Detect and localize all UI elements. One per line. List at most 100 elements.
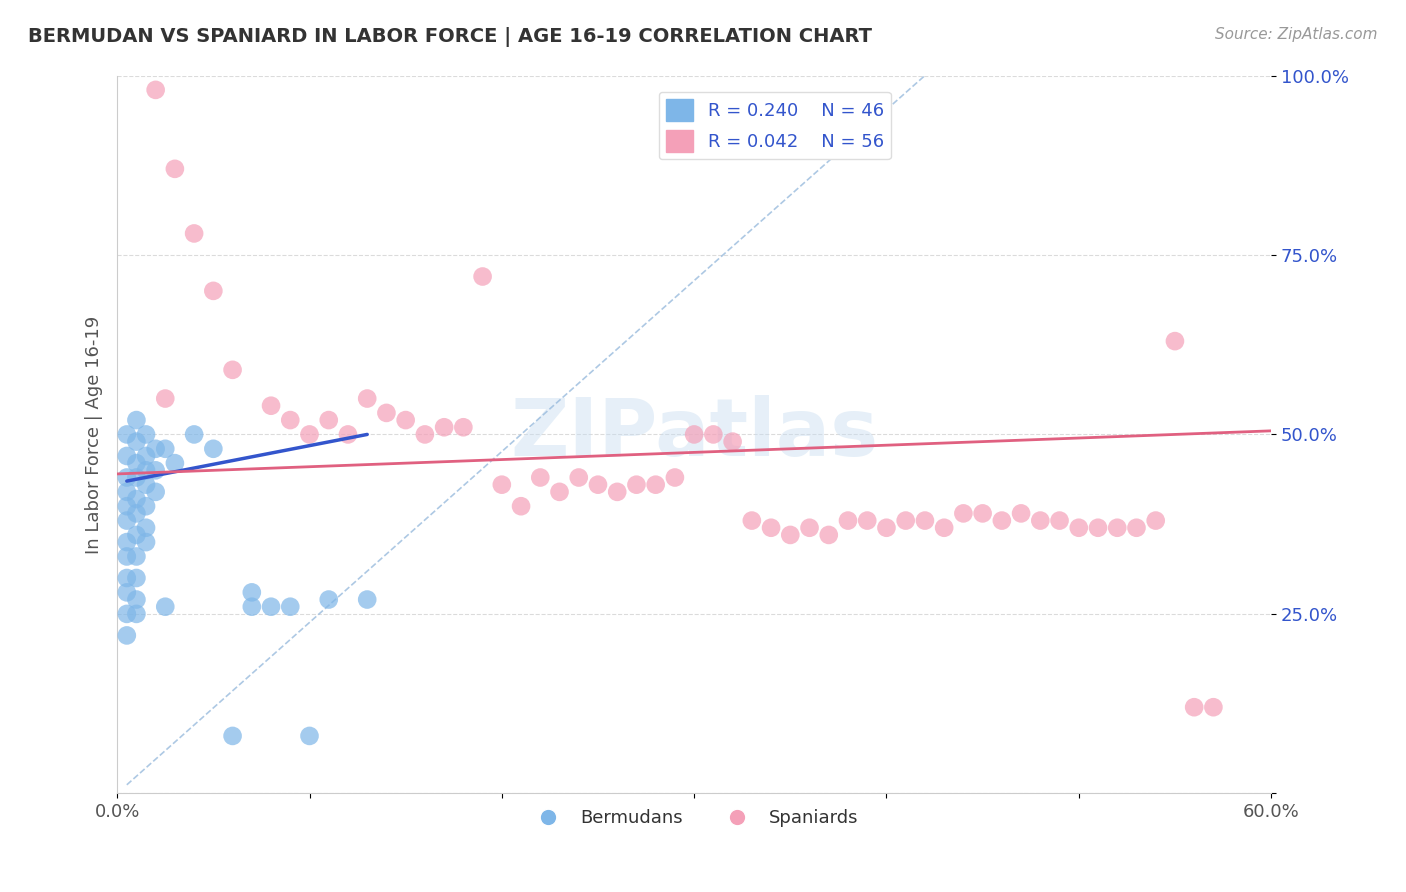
Point: [1049, 514, 1071, 528]
Point: [145, 83, 167, 97]
Point: [125, 434, 148, 449]
Point: [202, 284, 225, 298]
Legend: Bermudans, Spaniards: Bermudans, Spaniards: [522, 802, 866, 835]
Point: [1202, 700, 1225, 714]
Point: [125, 592, 148, 607]
Point: [155, 599, 177, 614]
Point: [115, 607, 138, 621]
Y-axis label: In Labor Force | Age 16-19: In Labor Force | Age 16-19: [86, 315, 103, 554]
Point: [115, 571, 138, 585]
Point: [1182, 700, 1205, 714]
Point: [702, 427, 724, 442]
Point: [125, 470, 148, 484]
Point: [260, 599, 283, 614]
Point: [135, 477, 157, 491]
Point: [972, 507, 994, 521]
Point: [260, 399, 283, 413]
Point: [510, 500, 533, 514]
Point: [183, 227, 205, 241]
Point: [817, 528, 839, 542]
Point: [336, 427, 359, 442]
Point: [135, 500, 157, 514]
Point: [240, 599, 263, 614]
Point: [606, 484, 628, 499]
Point: [125, 456, 148, 470]
Point: [799, 521, 821, 535]
Point: [395, 413, 418, 427]
Point: [135, 521, 157, 535]
Point: [115, 585, 138, 599]
Point: [163, 161, 186, 176]
Text: BERMUDAN VS SPANIARD IN LABOR FORCE | AGE 16-19 CORRELATION CHART: BERMUDAN VS SPANIARD IN LABOR FORCE | AG…: [28, 27, 872, 46]
Point: [183, 427, 205, 442]
Point: [135, 427, 157, 442]
Point: [145, 463, 167, 477]
Point: [318, 592, 340, 607]
Point: [1125, 521, 1147, 535]
Point: [115, 470, 138, 484]
Point: [433, 420, 456, 434]
Point: [453, 420, 475, 434]
Point: [356, 392, 378, 406]
Point: [721, 434, 744, 449]
Point: [683, 427, 706, 442]
Point: [115, 514, 138, 528]
Point: [221, 363, 243, 377]
Point: [894, 514, 917, 528]
Point: [664, 470, 686, 484]
Point: [135, 449, 157, 463]
Point: [1010, 507, 1032, 521]
Point: [914, 514, 936, 528]
Point: [125, 549, 148, 564]
Point: [135, 463, 157, 477]
Point: [779, 528, 801, 542]
Point: [491, 477, 513, 491]
Point: [934, 521, 956, 535]
Point: [125, 413, 148, 427]
Point: [759, 521, 782, 535]
Point: [298, 427, 321, 442]
Point: [1144, 514, 1167, 528]
Point: [125, 528, 148, 542]
Point: [221, 729, 243, 743]
Point: [135, 535, 157, 549]
Point: [529, 470, 551, 484]
Point: [1087, 521, 1109, 535]
Point: [1107, 521, 1129, 535]
Point: [155, 442, 177, 456]
Point: [586, 477, 609, 491]
Point: [875, 521, 897, 535]
Point: [115, 500, 138, 514]
Point: [115, 449, 138, 463]
Point: [115, 535, 138, 549]
Point: [115, 427, 138, 442]
Point: [413, 427, 436, 442]
Point: [356, 592, 378, 607]
Point: [568, 470, 591, 484]
Point: [115, 628, 138, 642]
Point: [115, 484, 138, 499]
Point: [1164, 334, 1187, 348]
Point: [471, 269, 494, 284]
Point: [125, 571, 148, 585]
Point: [1029, 514, 1052, 528]
Point: [163, 456, 186, 470]
Point: [125, 507, 148, 521]
Point: [145, 442, 167, 456]
Point: [626, 477, 648, 491]
Text: ZIPatlas: ZIPatlas: [510, 395, 879, 474]
Point: [548, 484, 571, 499]
Point: [375, 406, 398, 420]
Point: [837, 514, 859, 528]
Point: [741, 514, 763, 528]
Point: [644, 477, 666, 491]
Point: [856, 514, 879, 528]
Point: [278, 599, 301, 614]
Point: [1067, 521, 1090, 535]
Point: [155, 392, 177, 406]
Point: [278, 413, 301, 427]
Point: [952, 507, 974, 521]
Point: [298, 729, 321, 743]
Point: [145, 484, 167, 499]
Text: Source: ZipAtlas.com: Source: ZipAtlas.com: [1215, 27, 1378, 42]
